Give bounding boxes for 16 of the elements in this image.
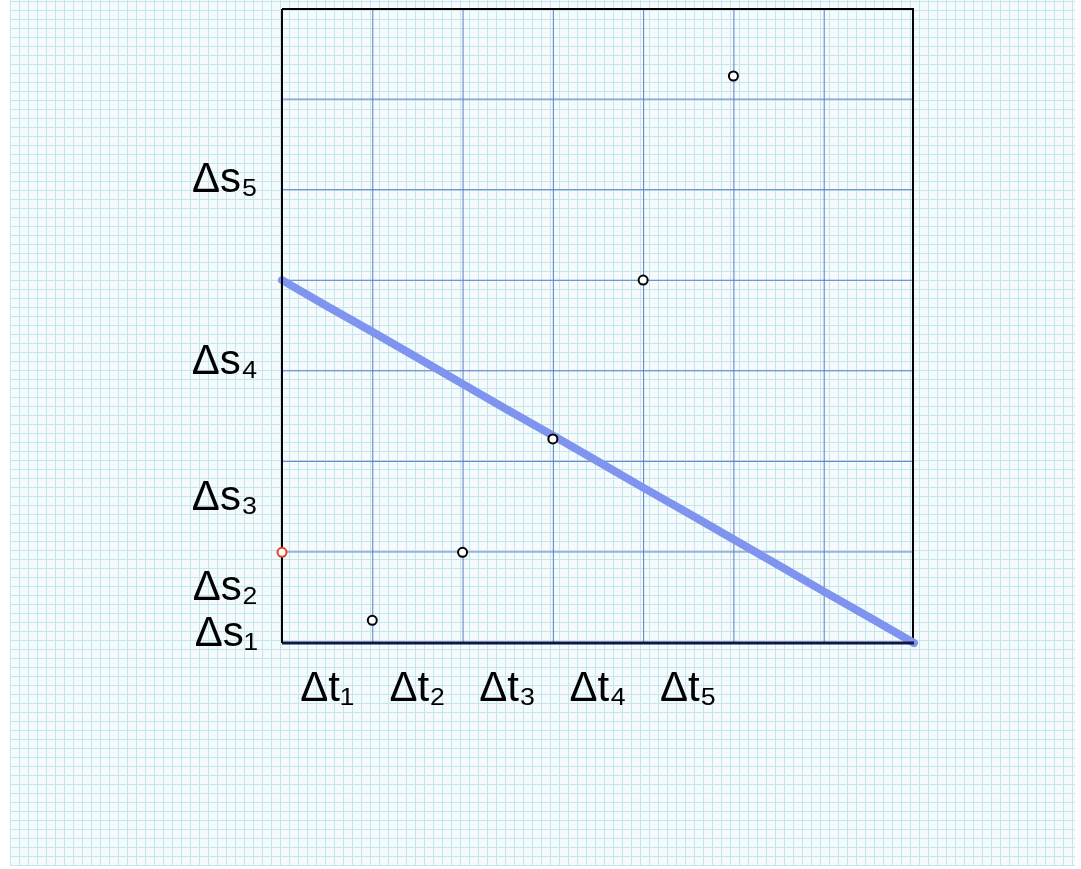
- point: [276, 546, 288, 558]
- point: [727, 70, 739, 82]
- text: Δs₂: [192, 562, 258, 610]
- x-tick-label: Δt₄: [569, 662, 627, 710]
- point: [366, 614, 378, 626]
- text: Δs₄: [191, 335, 258, 383]
- point: [547, 433, 559, 445]
- text: Δs₅: [192, 154, 258, 202]
- point: [637, 274, 649, 286]
- x-tick-label: Δt₁: [300, 662, 355, 710]
- text: Δs₁: [194, 607, 258, 655]
- x-tick-label: Δt₅: [659, 662, 717, 710]
- point: [457, 546, 469, 558]
- x-tick-label: Δt₃: [479, 662, 537, 710]
- text: Δs₃: [191, 471, 258, 519]
- x-tick-label: Δt₂: [389, 662, 446, 710]
